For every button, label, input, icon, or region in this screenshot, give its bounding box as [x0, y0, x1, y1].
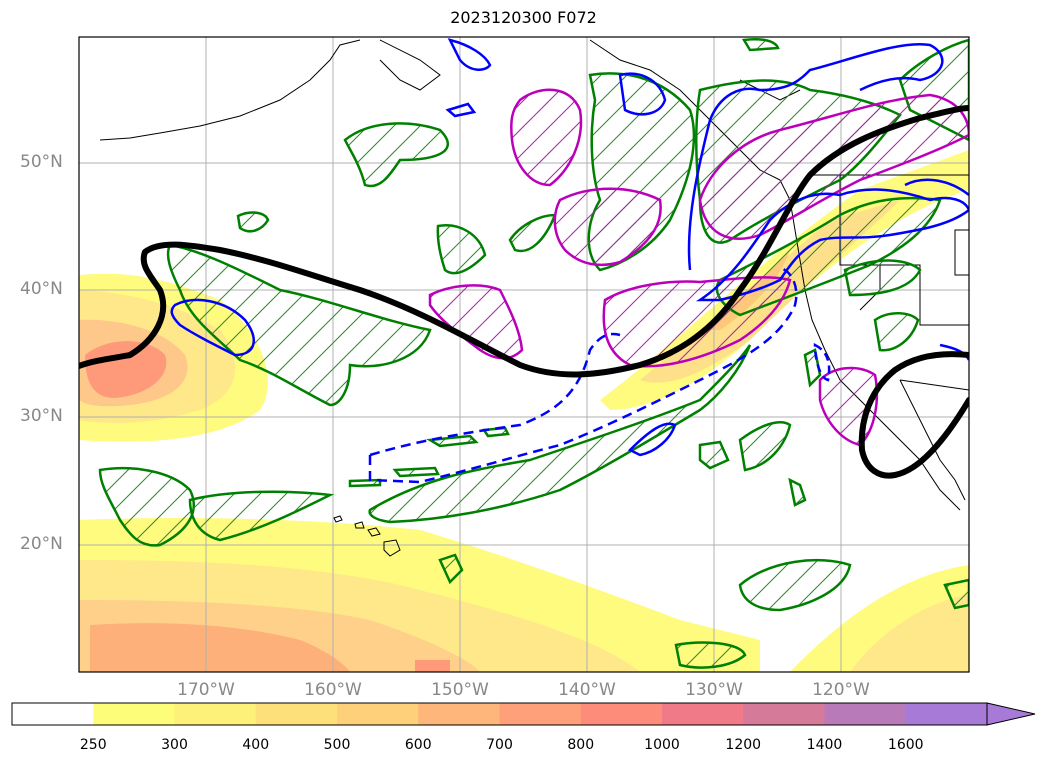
colorbar-cell — [824, 703, 907, 725]
colorbar-tick-label: 800 — [567, 737, 595, 753]
colorbar-tick-label: 250 — [79, 737, 107, 753]
colorbar-cell — [12, 703, 94, 725]
lon-label-150w: 150°W — [431, 680, 489, 700]
lon-label-170w: 170°W — [177, 680, 235, 700]
map-layers — [79, 37, 969, 672]
lat-label-20n: 20°N — [20, 534, 63, 554]
colorbar-cell — [93, 703, 175, 725]
colorbar-tick-label: 400 — [242, 737, 270, 753]
blue-contours — [170, 38, 969, 484]
lon-label-140w: 140°W — [558, 680, 616, 700]
lat-label-50n: 50°N — [20, 152, 63, 172]
colorbar-cell — [418, 703, 500, 725]
colorbar-tick-label: 500 — [323, 737, 351, 753]
colorbar-cell — [662, 703, 744, 725]
colorbar — [11, 702, 1036, 726]
colorbar-cell — [499, 703, 582, 725]
colorbar-cell — [255, 703, 338, 725]
colorbar-cell — [743, 703, 825, 725]
colorbar-tick-label: 1600 — [887, 737, 924, 753]
colorbar-tick-label: 1200 — [725, 737, 762, 753]
colorbar-tick-label: 1400 — [806, 737, 843, 753]
colorbar-cell — [905, 703, 988, 725]
hawaii-islands — [333, 515, 401, 557]
map-frame — [78, 36, 970, 673]
lat-label-40n: 40°N — [20, 279, 63, 299]
lat-label-30n: 30°N — [20, 406, 63, 426]
lon-label-130w: 130°W — [685, 680, 743, 700]
colorbar-cell — [174, 703, 257, 725]
colorbar-tick-label: 300 — [161, 737, 188, 753]
jet-contour — [79, 105, 969, 479]
colorbar-tick-label: 600 — [404, 737, 432, 753]
colorbar-tick-label: 1000 — [644, 737, 680, 753]
colorbar-tick-label: 700 — [486, 737, 513, 753]
lon-label-160w: 160°W — [304, 680, 362, 700]
lon-label-120w: 120°W — [812, 680, 870, 700]
colorbar-extend-arrow — [986, 702, 1036, 726]
colorbar-cell — [337, 703, 419, 725]
colorbar-cell — [580, 703, 663, 725]
map-title: 2023120300 F072 — [450, 8, 597, 27]
